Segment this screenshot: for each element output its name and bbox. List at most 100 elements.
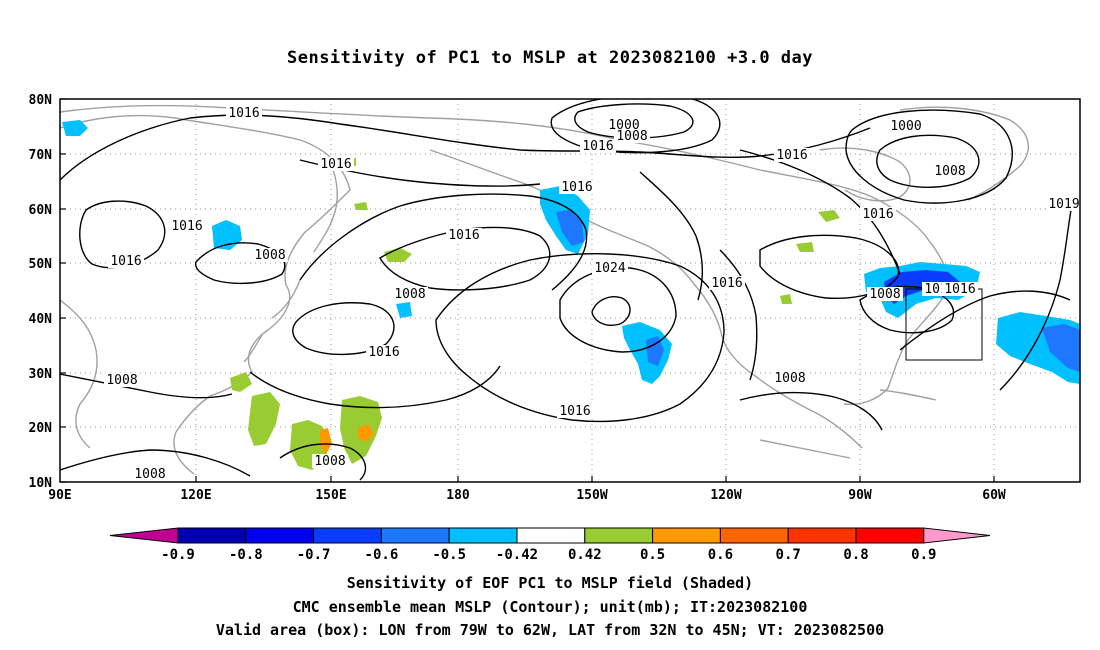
shade-green-w-pacific-2 <box>230 372 252 392</box>
shade-green-small-3 <box>818 210 840 222</box>
contour-label: 1016 <box>108 254 144 269</box>
shade-green-small-6 <box>354 202 368 210</box>
contour-label-bg <box>942 282 978 296</box>
lat-label: 10N <box>29 476 53 491</box>
contour-label-bg <box>614 129 650 143</box>
contour-label-bg <box>132 467 168 481</box>
shade-blue-kamchatka <box>212 220 242 250</box>
sensitivity-shading <box>62 120 1080 470</box>
colorbar-cell <box>448 527 518 544</box>
shade-blue-atlantic-core <box>1042 324 1080 372</box>
coast-greenland <box>899 106 1029 201</box>
contour-label-bg <box>932 164 968 178</box>
contour-label-text: 1016 <box>582 139 613 154</box>
contour-label: 1024 <box>592 261 628 276</box>
colorbar-right-arrow <box>923 527 991 544</box>
contour-label-bg <box>557 404 593 418</box>
shade-blue-mid-pacific <box>622 322 672 384</box>
contour-label: 1008 <box>772 371 808 386</box>
contour-label-text: 1016 <box>776 148 807 163</box>
contour-label-text: 1000 <box>890 119 921 134</box>
contour-1016-e-pacific <box>719 249 758 381</box>
colorbar-tick-label: -0.42 <box>496 547 538 563</box>
coast-japan <box>243 279 301 363</box>
contour-label-bg <box>592 261 628 275</box>
coastlines <box>60 104 1029 475</box>
contour-label: 1000 <box>888 119 924 134</box>
shade-blue-mid-pacific-core <box>646 336 664 366</box>
lon-label: 90E <box>48 488 71 503</box>
colorbar-tick-label: 0.8 <box>843 547 868 563</box>
contour-1008-arctic <box>550 99 721 154</box>
lat-label: 70N <box>29 148 53 163</box>
shade-green-small-5 <box>780 294 792 304</box>
caption-valid-area: Valid area (box): LON from 79W to 62W, L… <box>215 621 885 639</box>
contour-1016-north <box>60 114 871 181</box>
lon-label: 120E <box>180 488 211 503</box>
coast-asia <box>60 114 351 475</box>
shade-blue-bering-core <box>556 210 584 246</box>
contour-1008-south-asia <box>60 373 233 399</box>
contour-label-text: 1016 <box>711 276 742 291</box>
colorbar-tick-label: -0.9 <box>161 547 195 563</box>
contour-1016-canada <box>739 149 901 275</box>
contour-label: 1008 <box>132 467 168 482</box>
contour-1008-hudson <box>759 234 900 300</box>
contour-label: 1016 <box>774 148 810 163</box>
shade-blue-small <box>396 302 412 318</box>
contour-1008-inner-high <box>591 296 631 326</box>
contour-label: 1016 <box>860 207 896 222</box>
contour-label: 1008 <box>252 248 288 263</box>
colorbar-cell <box>177 527 247 544</box>
colorbar-cell <box>652 527 721 544</box>
contour-label-text: 1016 <box>171 219 202 234</box>
contour-label-text: 1008 <box>134 467 165 482</box>
contour-1016-pacific-nw <box>639 171 703 301</box>
contour-1008-tropics-2 <box>279 443 367 481</box>
mslp-contours <box>60 99 1073 481</box>
contour-label-bg <box>226 106 262 120</box>
contour-label-bg <box>1046 197 1082 211</box>
lon-label: 150E <box>315 488 346 503</box>
contour-label-bg <box>392 287 428 301</box>
contour-label: 1016 <box>226 106 262 121</box>
map-title: Sensitivity of PC1 to MSLP at 2023082100… <box>286 48 813 68</box>
contour-1000-greenland-low <box>876 134 980 188</box>
longitude-labels: 90E 120E 150E 180 150W 120W 90W 60W <box>48 488 1006 503</box>
lon-label: 60W <box>982 488 1006 503</box>
contour-1000-arctic-low <box>574 103 694 139</box>
contour-label-text: 1016 <box>862 207 893 222</box>
colorbar-cell <box>584 527 654 544</box>
contour-label-text: 1008 <box>934 164 965 179</box>
contour-1016-subtropic-trough <box>249 365 501 409</box>
contour-label-bg <box>169 219 205 233</box>
colorbar-tick-label: 0.5 <box>640 547 665 563</box>
contour-label: 1016 <box>559 180 595 195</box>
contour-label-text: 1016 <box>228 106 259 121</box>
colorbar-tick-label: 0.9 <box>911 547 936 563</box>
colorbar-cell <box>719 527 789 544</box>
axis-ticks <box>60 98 995 483</box>
shade-orange-1 <box>320 428 332 454</box>
contour-label-text: 1008 <box>616 129 647 144</box>
coast-hudson <box>819 147 911 202</box>
contour-label: 1016 <box>366 345 402 360</box>
colorbar-cell <box>245 527 315 544</box>
contour-label-bg <box>108 254 144 268</box>
shade-orange-2 <box>358 424 374 442</box>
coast-kamchatka <box>313 161 338 253</box>
shade-green-small-4 <box>796 242 814 252</box>
contour-1016-subtropical-high <box>435 253 725 423</box>
contour-label-bg <box>104 373 140 387</box>
contour-label-bg <box>559 180 595 194</box>
contour-label-bg <box>867 287 903 301</box>
contour-label-text: 1016 <box>561 180 592 195</box>
contour-label-text: 1016 <box>448 228 479 243</box>
contour-label-text: 1008 <box>254 248 285 263</box>
lon-label: 180 <box>446 488 470 503</box>
colorbar-cell <box>313 527 382 544</box>
colorbar-tick-label: -0.7 <box>297 547 331 563</box>
contour-label-bg <box>772 371 808 385</box>
caption-shading: Sensitivity of EOF PC1 to MSLP field (Sh… <box>346 574 754 592</box>
